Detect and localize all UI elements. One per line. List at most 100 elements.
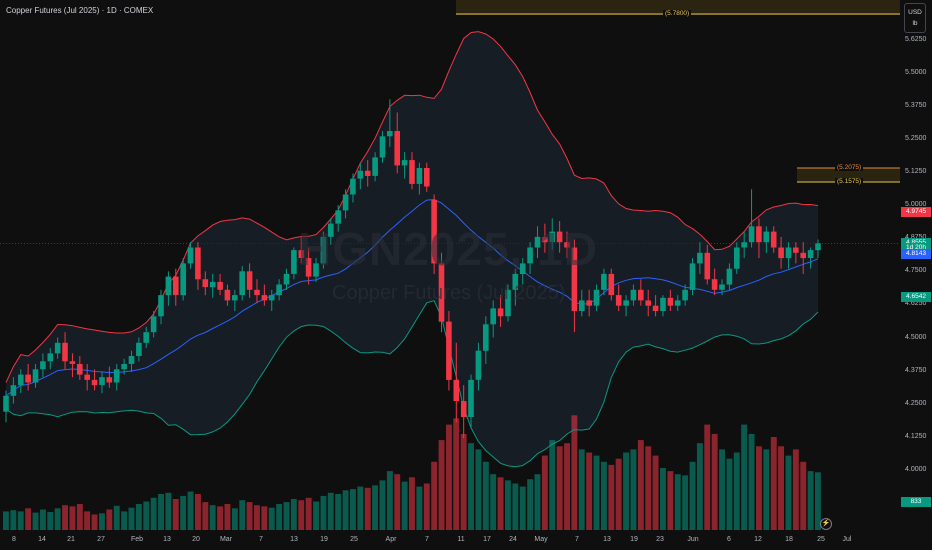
candle-body [209, 281, 216, 288]
time-tick-label: 7 [575, 536, 579, 543]
volume-bar [84, 511, 91, 530]
candle-body [379, 136, 386, 158]
volume-bar [239, 500, 246, 530]
price-tick-label: 5.1250 [905, 168, 927, 175]
chart-pane[interactable]: HGN2025, 1D Copper Futures (Jul 2025) Co… [0, 0, 900, 530]
price-tick-label: 4.6250 [905, 300, 927, 308]
volume-bar [401, 481, 408, 530]
candle-body [763, 231, 770, 243]
volume-bar [342, 490, 349, 530]
volume-bar [99, 513, 105, 530]
price-tick-label: 5.0000 [905, 201, 927, 209]
candle-body [512, 273, 519, 290]
volume-bar [468, 443, 474, 530]
candle-body [645, 300, 651, 306]
volume-bar [121, 511, 128, 530]
candle-body [3, 395, 9, 412]
price-tick-label: 4.0000 [905, 465, 927, 473]
candle-body [652, 305, 659, 311]
price-tick-label: 4.7500 [905, 267, 927, 275]
time-tick-label: Jun [687, 536, 699, 543]
price-scale[interactable]: 5.6250 5.5000 5.3750 5.2500 5.1250 5.0000 4.87… [900, 0, 932, 550]
volume-bar [571, 415, 578, 530]
symbol-title[interactable]: Copper Futures (Jul 2025) · 1D · COMEX [6, 6, 154, 15]
price-chart-svg[interactable] [0, 0, 900, 530]
volume-bar [372, 485, 378, 530]
volume-bar [172, 499, 179, 530]
volume-bar [3, 511, 9, 530]
candle-body [689, 263, 696, 290]
volume-bar [534, 474, 541, 530]
volume-bar [143, 501, 150, 530]
volume-bar [209, 505, 216, 530]
candle-body [475, 350, 482, 380]
candle-body [785, 247, 792, 259]
candle-body [483, 324, 489, 351]
volume-bar [261, 506, 268, 530]
candle-body [291, 250, 297, 274]
volume-bar [696, 443, 703, 530]
volume-bar [815, 472, 821, 530]
candle-body [542, 236, 548, 243]
candle-body [579, 300, 585, 311]
candle-body [239, 271, 245, 296]
volume-bar [748, 433, 755, 530]
candle-body [18, 374, 24, 386]
volume-bar [601, 461, 607, 530]
candle-body [298, 250, 305, 258]
volume-bar [608, 464, 615, 530]
bollinger-fill [6, 31, 818, 467]
candle-body [320, 236, 327, 264]
candle-body [741, 242, 747, 248]
candle-body [261, 295, 268, 301]
time-tick-label: May [534, 536, 548, 543]
candle-body [195, 247, 201, 280]
bollinger-basis [5, 198, 819, 397]
candle-body [54, 342, 61, 354]
time-tick-label: 27 [97, 536, 105, 543]
candle-body [357, 170, 364, 179]
price-tag: 4.9745 [901, 206, 931, 217]
time-scale[interactable]: 8 14 21 27 Feb 13 20 Mar 7 13 19 25 Apr 7 11 17 24 May 7 13… [0, 530, 900, 550]
candle-body [136, 342, 142, 356]
unit-label: lb [912, 20, 918, 27]
volume-bar [54, 508, 61, 530]
time-tick-label: 25 [350, 536, 358, 543]
candle-body [416, 168, 423, 184]
candle-body [173, 276, 179, 296]
volume-bar [446, 424, 452, 530]
time-tick-label: 24 [509, 536, 517, 543]
price-tag: 4.6542 [901, 291, 931, 302]
volume-bar [519, 486, 526, 530]
candle-body [431, 199, 437, 264]
volume-bar [113, 505, 120, 530]
candle-body [150, 316, 157, 333]
volume-bar [187, 491, 194, 530]
candle-body [335, 210, 341, 224]
candle-body [84, 374, 90, 380]
candle-body [460, 401, 467, 417]
candle-body [800, 252, 806, 259]
candle-body [268, 295, 275, 301]
volume-bar [637, 440, 644, 530]
time-tick-label: 12 [754, 536, 762, 543]
candle-body [232, 295, 238, 301]
bollinger-upper [5, 31, 819, 383]
candle-body [10, 385, 17, 396]
volume-bar [490, 474, 497, 530]
currency-unit-selector[interactable]: USD lb [904, 3, 926, 33]
candle-body [697, 252, 703, 264]
candle-body [187, 247, 194, 264]
lightning-icon[interactable]: ⚡ [820, 518, 832, 530]
level-label: (5.1575) [835, 178, 864, 185]
volume-bar [128, 507, 135, 530]
volume-bar [69, 506, 76, 530]
volume-bar [195, 494, 201, 530]
candle-body [601, 273, 607, 290]
volume-bar [394, 474, 401, 530]
candle-body [313, 263, 319, 277]
candle-body [62, 342, 68, 362]
candle-body [409, 160, 415, 184]
volume-bar [756, 446, 762, 530]
candle-body [180, 263, 186, 296]
